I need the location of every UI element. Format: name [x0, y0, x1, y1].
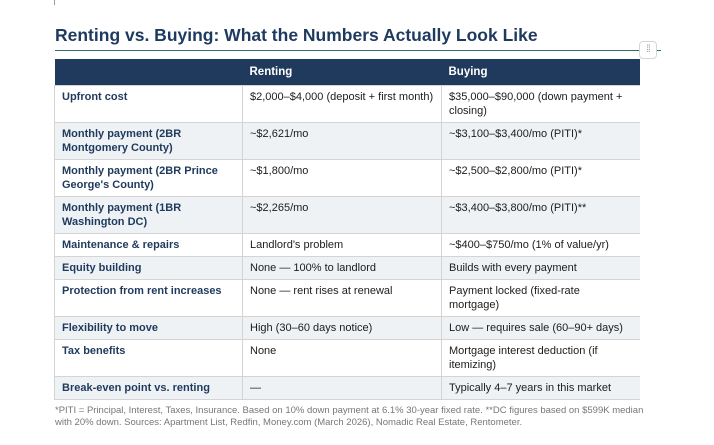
comparison-table-container: Renting Buying Upfront cost $2,000–$4,00… [54, 59, 640, 402]
table-row: Upfront cost $2,000–$4,000 (deposit + fi… [54, 85, 640, 123]
row-label: Equity building [54, 256, 243, 280]
buying-cell: Builds with every payment [441, 256, 640, 280]
table-row: Protection from rent increases None — re… [54, 279, 640, 317]
renting-cell: None — rent rises at renewal [242, 279, 442, 317]
table-row: Break-even point vs. renting — Typically… [54, 376, 640, 400]
renting-cell: None — 100% to landlord [242, 256, 442, 280]
row-label: Monthly payment (2BR Prince George's Cou… [54, 159, 243, 197]
row-label: Tax benefits [54, 339, 243, 377]
buying-cell: ~$400–$750/mo (1% of value/yr) [441, 233, 640, 257]
row-label: Monthly payment (2BR Montgomery County) [54, 122, 243, 160]
table-footnote: *PITI = Principal, Interest, Taxes, Insu… [55, 405, 644, 428]
heading-underline [55, 50, 661, 51]
buying-cell: ~$3,400–$3,800/mo (PITI)** [441, 196, 640, 234]
table-row: Flexibility to move High (30–60 days not… [54, 316, 640, 340]
rent-vs-buy-table: Renting Buying Upfront cost $2,000–$4,00… [54, 59, 640, 400]
row-label: Upfront cost [54, 85, 243, 123]
table-row: Maintenance & repairs Landlord's problem… [54, 233, 640, 257]
renting-cell: $2,000–$4,000 (deposit + first month) [242, 85, 442, 123]
header-cell-renting: Renting [242, 59, 442, 86]
buying-cell: ~$2,500–$2,800/mo (PITI)* [441, 159, 640, 197]
renting-cell: ~$2,621/mo [242, 122, 442, 160]
table-row: Monthly payment (1BR Washington DC) ~$2,… [54, 196, 640, 234]
renting-cell: None [242, 339, 442, 377]
header-cell-criteria [54, 59, 243, 86]
row-label: Protection from rent increases [54, 279, 243, 317]
buying-cell: Typically 4–7 years in this market [441, 376, 640, 400]
renting-cell: ~$1,800/mo [242, 159, 442, 197]
row-label: Flexibility to move [54, 316, 243, 340]
buying-cell: Low — requires sale (60–90+ days) [441, 316, 640, 340]
table-row: Monthly payment (2BR Prince George's Cou… [54, 159, 640, 197]
renting-cell: High (30–60 days notice) [242, 316, 442, 340]
row-label: Monthly payment (1BR Washington DC) [54, 196, 243, 234]
row-label: Break-even point vs. renting [54, 376, 243, 400]
table-row: Tax benefits None Mortgage interest dedu… [54, 339, 640, 377]
row-label: Maintenance & repairs [54, 233, 243, 257]
header-cell-buying: Buying [441, 59, 640, 86]
table-header-row: Renting Buying [54, 59, 640, 86]
top-divider-tick [54, 0, 55, 5]
renting-cell: Landlord's problem [242, 233, 442, 257]
buying-cell: Mortgage interest deduction (if itemizin… [441, 339, 640, 377]
buying-cell: ~$3,100–$3,400/mo (PITI)* [441, 122, 640, 160]
buying-cell: $35,000–$90,000 (down payment + closing) [441, 85, 640, 123]
renting-cell: ~$2,265/mo [242, 196, 442, 234]
table-row: Equity building None — 100% to landlord … [54, 256, 640, 280]
table-row: Monthly payment (2BR Montgomery County) … [54, 122, 640, 160]
drag-handle-icon[interactable]: ⁞⁞ [639, 41, 657, 59]
buying-cell: Payment locked (fixed-rate mortgage) [441, 279, 640, 317]
renting-cell: — [242, 376, 442, 400]
section-heading: Renting vs. Buying: What the Numbers Act… [55, 25, 538, 45]
